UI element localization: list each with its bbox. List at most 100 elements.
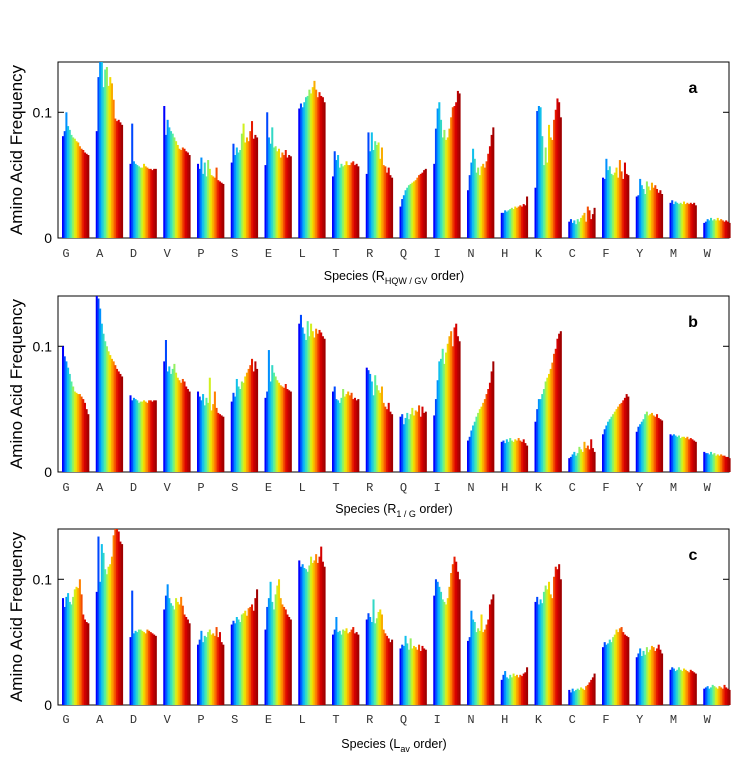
bar	[215, 407, 218, 472]
x-tick-label: C	[569, 481, 576, 495]
x-axis-label: Species (R1 / G order)	[335, 502, 452, 519]
bar	[143, 400, 146, 472]
bar	[441, 137, 444, 238]
x-tick-label: F	[602, 481, 609, 495]
bar	[515, 440, 518, 472]
bar	[379, 609, 382, 705]
bar	[654, 650, 657, 705]
bar	[139, 629, 142, 705]
x-tick-label: S	[231, 247, 238, 261]
bar-group-M	[669, 200, 697, 238]
bar-group-C	[568, 673, 596, 705]
bar	[657, 192, 660, 238]
x-tick-label: V	[164, 481, 172, 495]
bar	[83, 402, 86, 472]
bar	[338, 167, 341, 238]
bar	[335, 617, 338, 705]
bar	[686, 436, 689, 472]
bar	[455, 102, 458, 238]
bar	[310, 556, 313, 705]
bar	[720, 454, 723, 472]
bar	[315, 554, 318, 705]
bar	[357, 399, 360, 472]
bar	[323, 102, 326, 238]
bar	[526, 196, 529, 238]
x-tick-label: I	[434, 481, 441, 495]
bar	[708, 688, 711, 705]
bar	[409, 638, 412, 705]
bar	[82, 399, 85, 472]
bar	[541, 394, 544, 472]
bar	[677, 435, 680, 472]
bar	[419, 650, 422, 705]
bar	[510, 207, 513, 238]
bar	[197, 391, 200, 472]
bar	[559, 579, 562, 705]
bar	[274, 594, 277, 705]
bar	[205, 397, 208, 472]
x-tick-label: Y	[636, 247, 643, 261]
x-tick-label: R	[366, 247, 373, 261]
bar	[510, 677, 513, 705]
bar	[251, 121, 254, 238]
bar	[580, 217, 583, 238]
bar	[63, 131, 66, 238]
bar-group-A	[95, 62, 124, 239]
bar	[136, 632, 139, 705]
bar	[418, 644, 421, 705]
bar	[512, 673, 515, 705]
bar	[245, 372, 248, 472]
bar	[418, 175, 421, 238]
bar	[502, 440, 505, 472]
bar	[575, 689, 578, 705]
bar-group-Y	[635, 644, 664, 705]
bar	[298, 108, 301, 238]
bar	[132, 161, 135, 238]
bar	[104, 341, 107, 472]
bar	[613, 411, 616, 472]
bar	[149, 632, 152, 705]
bar-group-C	[568, 439, 596, 472]
bar	[423, 412, 426, 472]
bar	[144, 166, 147, 238]
bar	[95, 591, 98, 705]
bar	[218, 181, 221, 238]
bar	[350, 392, 353, 472]
bar	[470, 430, 473, 472]
bar	[105, 346, 108, 472]
bar	[144, 633, 147, 705]
bar	[299, 566, 302, 705]
bar	[456, 571, 459, 705]
bar	[424, 649, 427, 705]
bar	[541, 603, 544, 705]
bar	[672, 668, 675, 705]
bar	[706, 453, 709, 472]
panel-c: 0 0.1 G A D V P S E L T R Q I N H K C F Y M W Amino Acid Frequ…	[7, 528, 731, 754]
bar	[451, 107, 454, 238]
bar	[477, 628, 480, 705]
bar	[308, 89, 311, 238]
bar	[65, 361, 68, 472]
bar	[345, 628, 348, 705]
bar	[315, 328, 318, 472]
bar	[544, 585, 547, 705]
bar	[581, 215, 584, 238]
bar	[186, 389, 189, 472]
bar	[203, 635, 206, 705]
bar	[154, 400, 157, 472]
bar	[245, 137, 248, 238]
bar	[640, 421, 643, 472]
bar	[65, 596, 68, 705]
bar	[239, 622, 242, 705]
bar	[411, 407, 414, 472]
bar	[254, 134, 257, 238]
bar-group-H	[500, 667, 529, 705]
bar	[308, 336, 311, 472]
bar	[281, 604, 284, 705]
bar	[352, 627, 355, 705]
bar	[180, 150, 183, 238]
bar	[505, 211, 508, 238]
bar	[472, 425, 475, 472]
bar-group-A	[95, 296, 124, 472]
bar	[407, 649, 410, 705]
